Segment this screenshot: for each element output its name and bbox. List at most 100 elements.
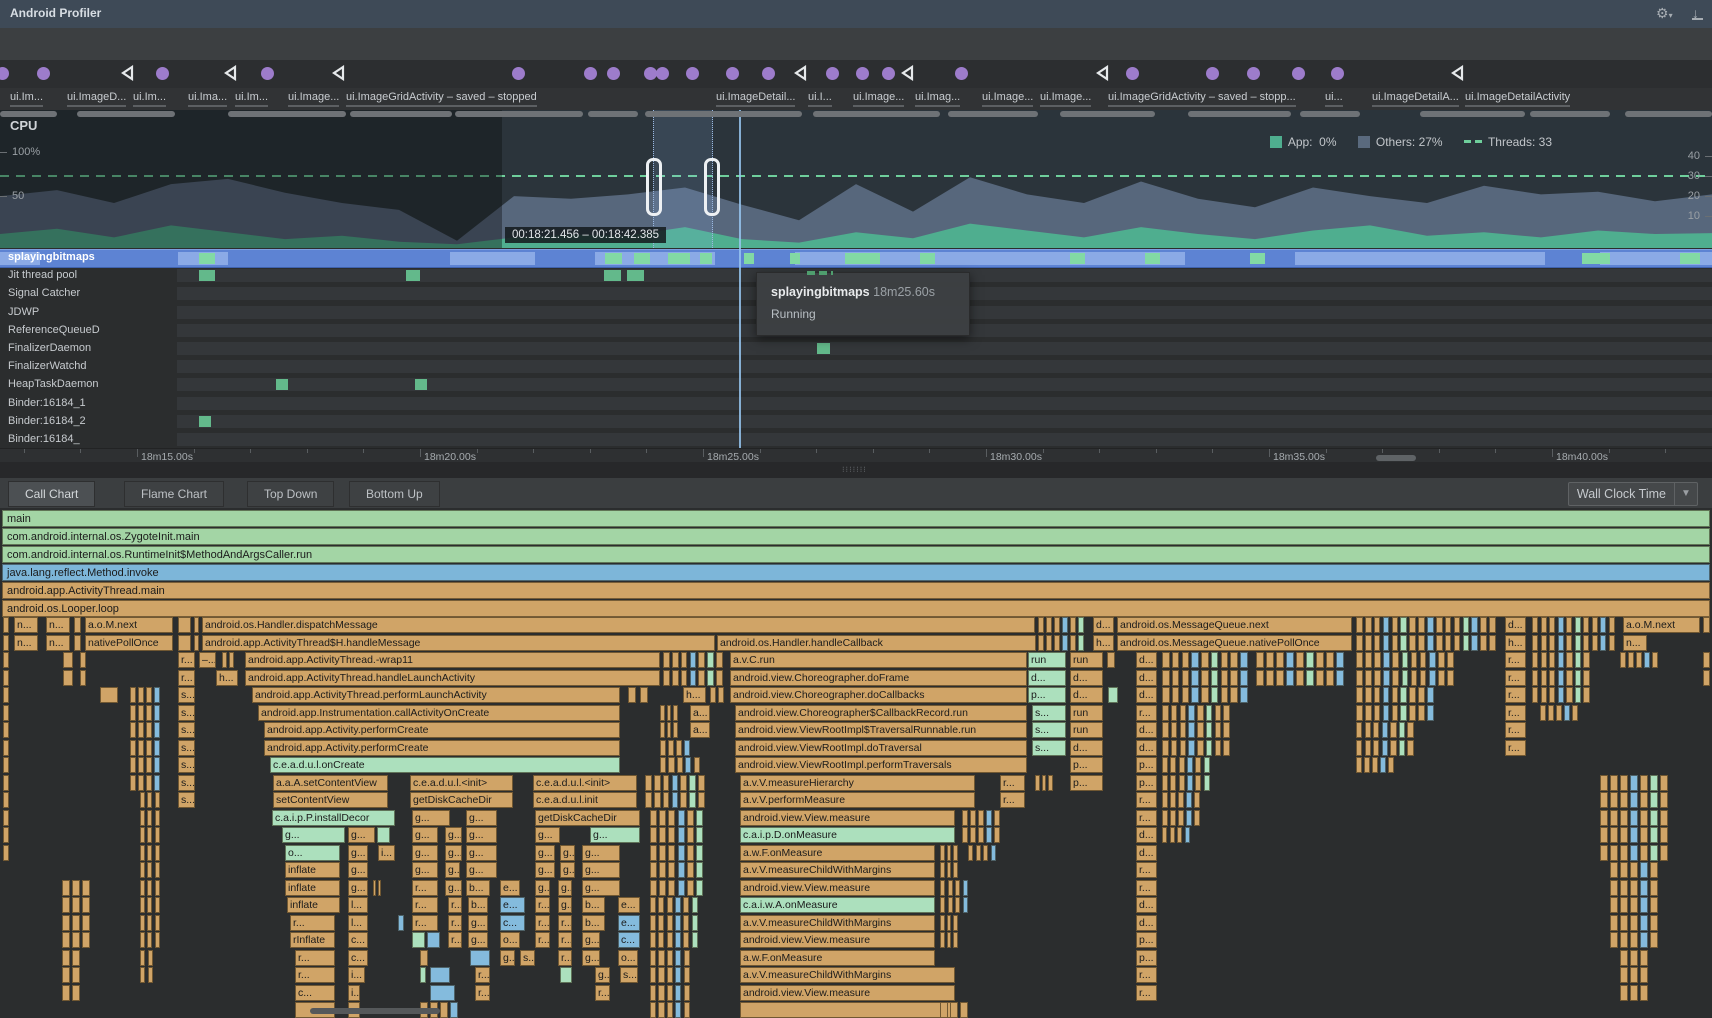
- call-chart-frame[interactable]: [684, 739, 690, 756]
- call-chart-frame[interactable]: [1177, 827, 1183, 843]
- call-chart-frame[interactable]: [1230, 669, 1238, 686]
- call-chart-frame[interactable]: [62, 984, 70, 1001]
- call-chart-frame[interactable]: [953, 932, 958, 948]
- call-chart-frame[interactable]: [953, 862, 958, 878]
- call-chart-frame[interactable]: [1437, 669, 1445, 686]
- call-chart-frame[interactable]: [1620, 809, 1628, 826]
- call-chart-frame[interactable]: d...: [1136, 722, 1157, 738]
- call-chart-frame[interactable]: [946, 914, 952, 931]
- call-chart-frame[interactable]: [1392, 669, 1400, 686]
- call-chart-frame[interactable]: [683, 897, 690, 913]
- call-chart-frame[interactable]: [1276, 669, 1284, 686]
- call-chart-frame[interactable]: [1427, 704, 1434, 721]
- call-chart-frame[interactable]: [1600, 844, 1608, 861]
- call-chart-frame[interactable]: [1240, 652, 1248, 668]
- call-chart-frame[interactable]: [1620, 879, 1628, 896]
- call-chart-frame[interactable]: [1409, 617, 1416, 633]
- call-chart-frame[interactable]: [154, 809, 160, 826]
- call-chart-frame[interactable]: [1336, 652, 1344, 668]
- call-chart-frame[interactable]: [72, 932, 80, 948]
- call-chart-frame[interactable]: [1630, 844, 1638, 861]
- call-chart-frame[interactable]: [1214, 722, 1221, 738]
- call-chart-frame[interactable]: [975, 844, 981, 861]
- call-chart-frame[interactable]: [1556, 704, 1562, 721]
- call-chart-frame[interactable]: android.os.Handler.dispatchMessage: [202, 617, 1035, 633]
- call-chart-frame[interactable]: [1398, 722, 1406, 738]
- call-chart-frame[interactable]: [946, 932, 952, 948]
- call-chart-frame[interactable]: [659, 879, 667, 896]
- call-chart-frame[interactable]: android.app.Activity.performCreate: [264, 739, 620, 756]
- call-chart-frame[interactable]: [154, 687, 160, 703]
- call-chart-frame[interactable]: [1205, 739, 1213, 756]
- thread-activity-track[interactable]: [177, 360, 1712, 374]
- call-chart-frame[interactable]: i...: [348, 967, 365, 983]
- call-chart-frame[interactable]: [950, 1002, 958, 1018]
- call-chart-frame[interactable]: [154, 774, 160, 791]
- call-chart-frame[interactable]: [1054, 617, 1060, 633]
- call-chart-frame[interactable]: [1549, 687, 1556, 703]
- call-chart-frame[interactable]: g...: [445, 844, 462, 861]
- call-chart-frame[interactable]: g...: [348, 879, 368, 896]
- divider-grip-icon[interactable]: ⁝⁝⁝⁝⁝⁝⁝: [842, 465, 867, 474]
- call-chart-frame[interactable]: [378, 879, 381, 896]
- call-chart-frame[interactable]: [1197, 722, 1204, 738]
- call-chart-frame[interactable]: [660, 739, 666, 756]
- call-chart-frame[interactable]: e...: [500, 897, 525, 913]
- call-chart-frame[interactable]: [691, 897, 698, 913]
- call-chart-frame[interactable]: r...: [1505, 687, 1526, 703]
- call-chart-frame[interactable]: d...: [1070, 687, 1103, 703]
- call-chart-frame[interactable]: android.os.MessageQueue.next: [1117, 617, 1352, 633]
- call-chart-frame[interactable]: [1489, 634, 1496, 651]
- activity-event-dot[interactable]: [607, 67, 620, 80]
- call-chart-frame[interactable]: [1364, 704, 1372, 721]
- call-chart-frame[interactable]: [1356, 757, 1362, 773]
- call-chart-frame[interactable]: [1660, 809, 1668, 826]
- call-chart-frame[interactable]: [147, 844, 153, 861]
- call-chart-frame[interactable]: [659, 862, 667, 878]
- call-chart-frame[interactable]: d...: [1070, 669, 1103, 686]
- call-chart-frame[interactable]: [1326, 652, 1334, 668]
- call-chart-frame[interactable]: [691, 932, 698, 948]
- call-chart-frame[interactable]: r...: [1136, 879, 1157, 896]
- call-chart-frame[interactable]: p...: [1136, 949, 1157, 966]
- call-chart-frame[interactable]: [1650, 809, 1658, 826]
- call-chart-frame[interactable]: r...: [412, 879, 438, 896]
- call-chart-frame[interactable]: [659, 844, 667, 861]
- call-chart-frame[interactable]: [1364, 722, 1371, 738]
- call-chart-frame[interactable]: l...: [348, 914, 368, 931]
- call-chart-frame[interactable]: [1400, 617, 1408, 633]
- call-chart-frame[interactable]: [1462, 634, 1470, 651]
- call-chart-frame[interactable]: [1286, 669, 1294, 686]
- call-chart-frame[interactable]: [685, 757, 692, 773]
- call-chart-frame[interactable]: inflate: [287, 897, 340, 913]
- call-chart-frame[interactable]: android.view.ViewRootImpl$TraversalRunna…: [735, 722, 1027, 738]
- call-chart-frame[interactable]: [1620, 827, 1628, 843]
- call-chart-frame[interactable]: [1170, 722, 1178, 738]
- call-chart-frame[interactable]: [1620, 967, 1628, 983]
- call-chart-frame[interactable]: [1630, 932, 1638, 948]
- call-chart-frame[interactable]: [1210, 687, 1219, 703]
- call-chart-frame[interactable]: r...: [1136, 984, 1157, 1001]
- horizontal-scrollbar-thumb[interactable]: [310, 1008, 440, 1014]
- call-chart-frame[interactable]: android.view.View.measure: [740, 984, 955, 1001]
- call-chart-frame[interactable]: [1608, 634, 1615, 651]
- call-chart-frame[interactable]: [1223, 722, 1230, 738]
- call-chart-frame[interactable]: [1566, 634, 1573, 651]
- call-chart-frame[interactable]: h...: [683, 687, 706, 703]
- call-chart-frame[interactable]: [1532, 669, 1539, 686]
- call-chart-frame[interactable]: [427, 932, 440, 948]
- call-chart-frame[interactable]: [430, 967, 450, 983]
- call-chart-frame[interactable]: g...: [468, 914, 488, 931]
- call-chart-frame[interactable]: [1178, 757, 1185, 773]
- call-chart-frame[interactable]: [1610, 809, 1618, 826]
- call-chart-frame[interactable]: android.view.View.measure: [740, 809, 955, 826]
- call-chart-frame[interactable]: [1574, 652, 1582, 668]
- call-chart-frame[interactable]: [693, 757, 700, 773]
- call-chart-frame[interactable]: g...: [582, 879, 620, 896]
- call-chart-frame[interactable]: [659, 809, 667, 826]
- call-chart-frame[interactable]: [686, 809, 694, 826]
- call-chart-frame[interactable]: [1620, 862, 1628, 878]
- call-chart-frame[interactable]: [3, 757, 9, 773]
- call-chart-frame[interactable]: [710, 687, 716, 703]
- call-chart-frame[interactable]: com.android.internal.os.RuntimeInit$Meth…: [2, 545, 1710, 563]
